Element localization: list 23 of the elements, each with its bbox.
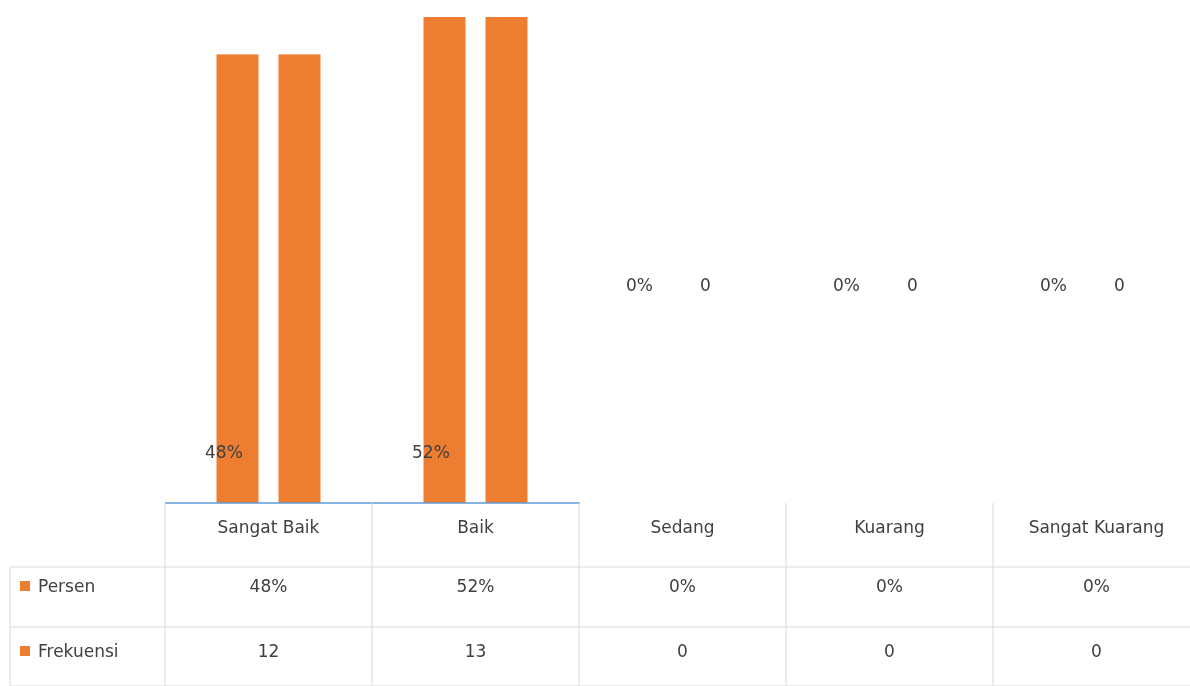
annotation: 0% [626,275,653,295]
annotation: 0% [1040,275,1067,295]
x-tick-label: Sangat Kuarang [1028,517,1165,537]
data-label: 0 [1091,641,1102,661]
x-tick-label: Kuarang [854,517,925,537]
annotation: 0% [833,275,860,295]
data-label: 13 [464,641,487,661]
legend-label: Frekuensi [38,641,119,661]
data-label: 12 [257,641,280,661]
x-tick-label: Sangat Baik [217,517,320,537]
legend-label: Persen [38,576,96,596]
data-label: 0% [669,576,696,596]
data-label: 0% [1083,576,1110,596]
annotation: 0 [700,275,711,295]
data-label: 52% [456,576,495,596]
annotation: 0 [1114,275,1125,295]
data-label: 0% [876,576,903,596]
data-label: 0 [884,641,895,661]
x-tick-label: Baik [457,517,494,537]
annotation: 0 [907,275,918,295]
data-label: 0 [677,641,688,661]
x-tick-label: Sedang [650,517,715,537]
data-label: 48% [249,576,288,596]
